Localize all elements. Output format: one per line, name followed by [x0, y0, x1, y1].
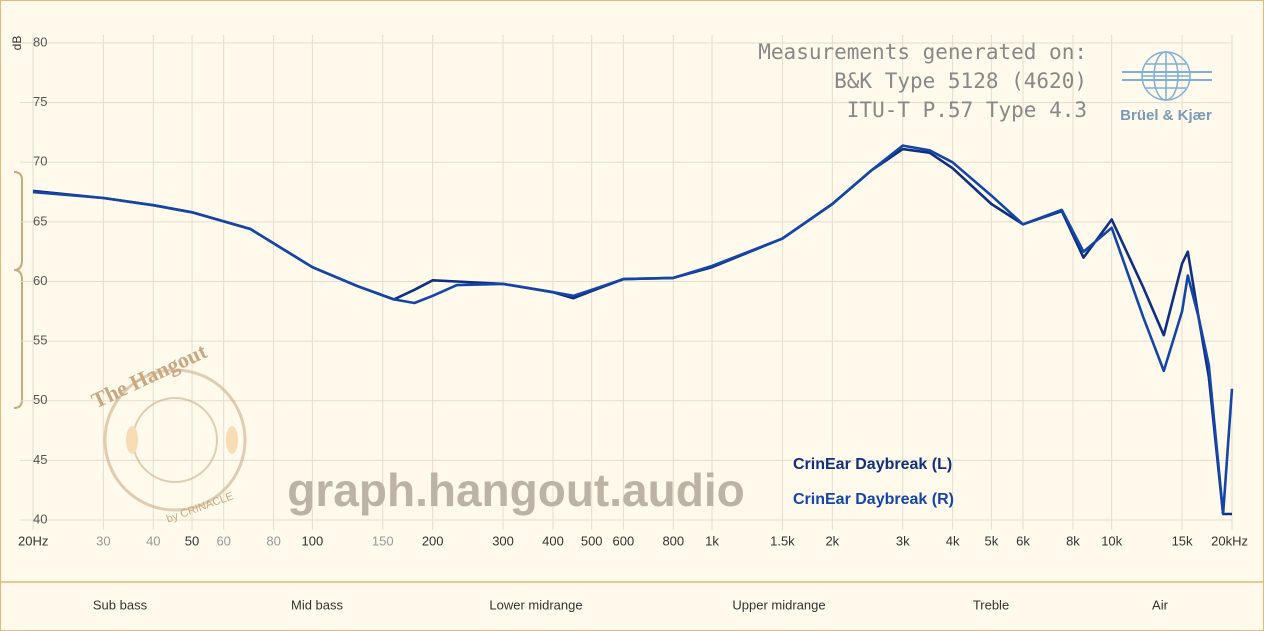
band-label: Sub bass: [93, 597, 148, 612]
logo-text: Brüel & Kjær: [1120, 107, 1212, 124]
y-tick-label: 75: [33, 94, 47, 109]
x-tick-label: 8k: [1066, 533, 1080, 548]
badge: [103, 368, 247, 512]
x-tick-label: 150: [372, 533, 394, 548]
annotation: B&K Type 5128 (4620): [834, 69, 1087, 93]
x-tick-label: 50: [185, 533, 199, 548]
side-bracket: [13, 171, 23, 409]
x-tick-label: 100: [302, 533, 324, 548]
x-tick-label: 60: [216, 533, 230, 548]
x-tick-label: 4k: [946, 533, 960, 548]
x-tick-label: 20Hz: [18, 533, 48, 548]
y-tick-label: 50: [33, 392, 47, 407]
x-tick-label: 10k: [1101, 533, 1122, 548]
y-tick-label: 55: [33, 333, 47, 348]
x-tick-label: 15k: [1172, 533, 1193, 548]
x-tick-label: 300: [492, 533, 514, 548]
x-tick-label: 6k: [1016, 533, 1030, 548]
grid: 40 45 50 55 60 65 70 75 80 20Hz 30 40 50 60 80 100 150 20…: [18, 34, 1248, 548]
x-tick-label: 600: [613, 533, 635, 548]
x-tick-label: 30: [96, 533, 110, 548]
y-tick-label: 70: [33, 154, 47, 169]
x-tick-label: 2k: [825, 533, 839, 548]
x-tick-label: 80: [266, 533, 280, 548]
y-tick-label: 80: [33, 34, 47, 49]
curves: [32, 144, 1234, 516]
y-tick-label: 45: [33, 452, 47, 467]
annotation: ITU-T P.57 Type 4.3: [847, 98, 1087, 122]
x-tick-label: 500: [581, 533, 603, 548]
band-label: Mid bass: [291, 597, 344, 612]
x-tick-label: 800: [662, 533, 684, 548]
x-tick-label: 3k: [896, 533, 910, 548]
x-tick-label: 20kHz: [1211, 533, 1248, 548]
y-axis-label: dB: [10, 36, 24, 51]
band-label: Treble: [973, 597, 1009, 612]
y-tick-label: 65: [33, 213, 47, 228]
annotation: Measurements generated on:: [758, 40, 1087, 64]
x-tick-label: 40: [146, 533, 160, 548]
y-tick-label: 60: [33, 273, 47, 288]
curve: [32, 144, 1234, 516]
x-tick-label: 200: [422, 533, 444, 548]
band-label: Air: [1152, 597, 1169, 612]
x-tick-label: 400: [542, 533, 564, 548]
bk-globe: [1122, 51, 1212, 101]
x-tick-label: 1k: [705, 533, 719, 548]
watermark: graph.hangout.audio: [287, 464, 744, 516]
band-label: Upper midrange: [732, 597, 825, 612]
x-tick-label: 1.5k: [770, 533, 795, 548]
bands: Sub bass Mid bass Lower midrange Upper midr…: [93, 597, 1169, 612]
x-tick-label: 5k: [985, 533, 999, 548]
legend: CrinEar Daybreak (L) CrinEar Daybreak (R): [793, 456, 954, 508]
y-tick-label: 40: [33, 511, 47, 526]
band-label: Lower midrange: [489, 597, 582, 612]
legend-entry: CrinEar Daybreak (R): [793, 491, 954, 508]
legend-entry: CrinEar Daybreak (L): [793, 456, 952, 473]
